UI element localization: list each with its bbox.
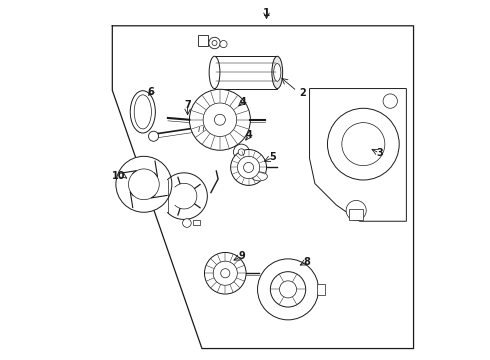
Text: 10: 10 (112, 171, 125, 181)
Circle shape (327, 108, 399, 180)
Circle shape (238, 149, 245, 155)
Circle shape (209, 37, 221, 49)
Text: 7: 7 (184, 100, 191, 110)
Text: 6: 6 (147, 87, 154, 97)
Bar (197, 36, 208, 46)
Circle shape (190, 89, 250, 150)
Circle shape (213, 261, 237, 285)
Circle shape (234, 144, 249, 160)
Ellipse shape (209, 56, 220, 89)
Text: 5: 5 (270, 152, 276, 162)
Circle shape (215, 114, 225, 125)
Circle shape (258, 259, 318, 320)
Text: 8: 8 (303, 257, 310, 267)
Circle shape (346, 201, 366, 221)
Text: 4: 4 (240, 97, 246, 107)
Polygon shape (310, 89, 406, 221)
Circle shape (220, 269, 230, 278)
Circle shape (212, 41, 217, 45)
Text: 2: 2 (299, 88, 306, 98)
Circle shape (128, 169, 159, 200)
Ellipse shape (272, 56, 283, 89)
Circle shape (203, 103, 237, 136)
Circle shape (244, 162, 254, 172)
Text: 4: 4 (246, 130, 253, 140)
Circle shape (383, 94, 397, 108)
Circle shape (279, 281, 296, 298)
Circle shape (342, 123, 385, 166)
Bar (317, 284, 324, 295)
Ellipse shape (251, 172, 268, 181)
Circle shape (183, 219, 191, 227)
Circle shape (231, 149, 267, 185)
Ellipse shape (130, 91, 155, 133)
Circle shape (220, 41, 227, 48)
Circle shape (238, 156, 260, 179)
Bar (193, 220, 200, 225)
Text: 9: 9 (239, 251, 245, 261)
Bar (215, 56, 277, 89)
Text: 3: 3 (376, 148, 383, 158)
Circle shape (116, 156, 172, 212)
Circle shape (270, 272, 306, 307)
Circle shape (204, 252, 246, 294)
Text: 1: 1 (263, 8, 270, 18)
Bar (349, 210, 364, 220)
Ellipse shape (274, 64, 281, 81)
Circle shape (148, 131, 159, 141)
Ellipse shape (134, 95, 151, 129)
